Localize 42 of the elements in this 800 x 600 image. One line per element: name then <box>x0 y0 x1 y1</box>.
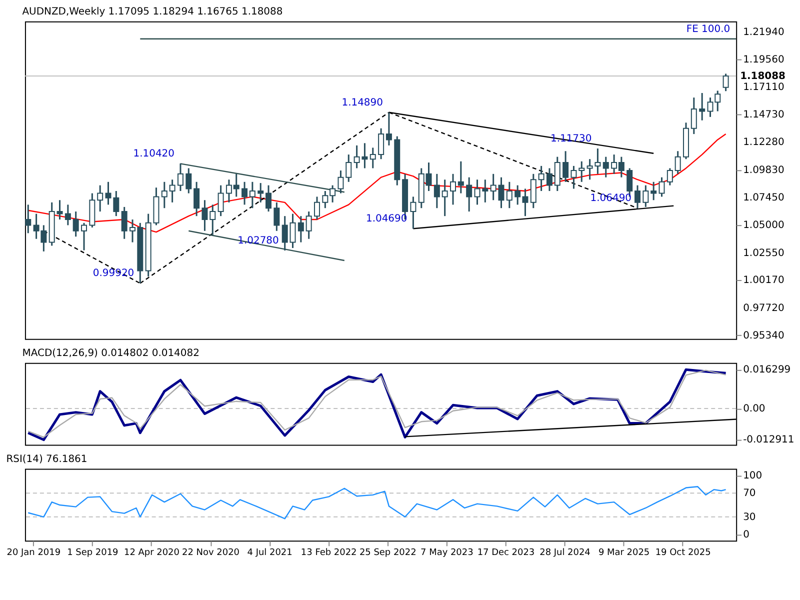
annotation: 0.99920 <box>92 268 134 280</box>
ref-line-label: 1.18088 <box>740 71 786 82</box>
chart-title: MACD(12,26,9) 0.014802 0.014082 <box>22 348 200 360</box>
x-tick-label: 19 Oct 2025 <box>655 548 711 558</box>
annotation: 1.02780 <box>238 236 279 247</box>
x-tick-label: 1 Sep 2019 <box>67 548 119 558</box>
annotation: 1.04690 <box>366 214 408 225</box>
y-tick-label: -0.012911 <box>743 434 794 446</box>
y-tick-label: 1.17110 <box>743 82 784 94</box>
y-tick-label: 1.21940 <box>743 27 784 38</box>
x-tick-label: 17 Dec 2023 <box>477 548 535 558</box>
y-tick-label: 0 <box>743 530 750 541</box>
y-tick-label: 30 <box>743 512 756 523</box>
y-tick-label: 1.14730 <box>743 109 784 120</box>
y-tick-label: 1.00170 <box>743 275 784 286</box>
chart-title: RSI(14) 76.1861 <box>6 454 88 466</box>
annotation: 1.10420 <box>133 148 174 160</box>
y-tick-label: 1.02550 <box>743 248 784 260</box>
y-tick-label: 1.09830 <box>743 165 784 176</box>
y-tick-label: 70 <box>743 488 756 500</box>
y-tick-label: 1.19560 <box>743 54 784 66</box>
y-tick-label: 0.016299 <box>743 364 791 376</box>
x-tick-label: 22 Nov 2020 <box>182 548 240 558</box>
x-tick-label: 28 Jul 2024 <box>540 548 591 558</box>
annotation: 1.06490 <box>590 193 632 204</box>
x-tick-label: 25 Sep 2022 <box>359 548 416 558</box>
x-tick-label: 20 Jan 2019 <box>6 548 61 558</box>
x-tick-label: 12 Apr 2020 <box>124 548 180 558</box>
y-tick-label: 100 <box>743 470 762 482</box>
annotation: FE 100.0 <box>686 24 730 35</box>
y-tick-label: 0.97720 <box>743 303 784 314</box>
y-tick-label: 1.12280 <box>743 137 784 148</box>
y-tick-label: 0.95340 <box>743 330 784 342</box>
y-tick-label: 1.05000 <box>743 220 784 232</box>
x-tick-label: 9 Mar 2025 <box>598 548 650 558</box>
chart-title: AUDNZD,Weekly 1.17095 1.18294 1.16765 1.18088 <box>22 6 283 18</box>
x-tick-label: 7 May 2023 <box>420 548 474 558</box>
x-tick-label: 13 Feb 2022 <box>300 548 357 558</box>
x-tick-label: 4 Jul 2021 <box>247 548 292 558</box>
y-tick-label: 0.00 <box>743 404 766 414</box>
y-tick-label: 1.07450 <box>743 192 784 204</box>
annotation: 1.14890 <box>342 98 383 108</box>
